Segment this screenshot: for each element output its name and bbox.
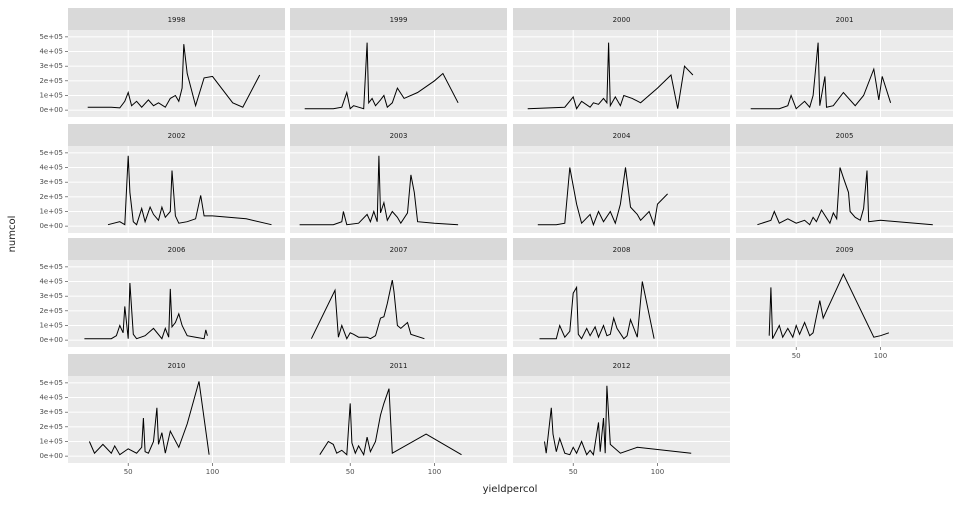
strip bbox=[68, 124, 285, 146]
strip-label: 2008 bbox=[613, 246, 631, 254]
y-tick-label: 2e+05 bbox=[39, 77, 63, 85]
strip bbox=[513, 8, 730, 30]
data-line bbox=[750, 42, 892, 110]
strip bbox=[68, 238, 285, 260]
strip bbox=[290, 354, 507, 376]
data-line bbox=[84, 282, 208, 340]
strip-label: 1998 bbox=[168, 16, 186, 24]
strip bbox=[290, 124, 507, 146]
y-tick-label: 1e+05 bbox=[39, 91, 63, 99]
panel bbox=[68, 30, 285, 117]
y-axis-title: numcol bbox=[7, 216, 18, 253]
strip bbox=[736, 238, 953, 260]
strip-label: 2006 bbox=[168, 246, 186, 254]
strip-label: 2010 bbox=[168, 362, 186, 370]
strip-label: 2000 bbox=[613, 16, 631, 24]
panel bbox=[736, 30, 953, 117]
strip-label: 1999 bbox=[390, 16, 408, 24]
strip-label: 2002 bbox=[168, 132, 186, 140]
data-line bbox=[544, 385, 692, 456]
data-line bbox=[87, 44, 261, 109]
strip bbox=[68, 8, 285, 30]
x-tick-label: 100 bbox=[651, 468, 664, 476]
strip bbox=[290, 238, 507, 260]
strip bbox=[736, 124, 953, 146]
y-tick-label: 0e+00 bbox=[39, 452, 63, 460]
data-line bbox=[527, 42, 694, 110]
x-tick-label: 50 bbox=[569, 468, 578, 476]
strip bbox=[513, 354, 730, 376]
data-line bbox=[319, 388, 462, 457]
y-tick-label: 0e+00 bbox=[39, 336, 63, 344]
y-tick-label: 1e+05 bbox=[39, 321, 63, 329]
strip bbox=[736, 8, 953, 30]
panel bbox=[68, 376, 285, 463]
strip bbox=[290, 8, 507, 30]
y-tick-label: 3e+05 bbox=[39, 178, 63, 186]
y-tick-label: 3e+05 bbox=[39, 62, 63, 70]
x-axis-title: yieldpercol bbox=[483, 484, 538, 495]
x-tick-label: 100 bbox=[428, 468, 441, 476]
data-line bbox=[88, 381, 210, 456]
data-line bbox=[310, 279, 425, 340]
panel bbox=[68, 260, 285, 347]
data-line bbox=[768, 273, 890, 339]
strip bbox=[68, 354, 285, 376]
strip bbox=[513, 238, 730, 260]
y-tick-label: 4e+05 bbox=[39, 278, 63, 286]
data-line bbox=[299, 155, 459, 226]
y-tick-label: 1e+05 bbox=[39, 207, 63, 215]
strip bbox=[513, 124, 730, 146]
strip-label: 2001 bbox=[836, 16, 854, 24]
panel bbox=[290, 30, 507, 117]
strip-label: 2004 bbox=[613, 132, 631, 140]
panel bbox=[290, 260, 507, 347]
y-tick-label: 2e+05 bbox=[39, 193, 63, 201]
y-tick-label: 3e+05 bbox=[39, 292, 63, 300]
y-tick-label: 2e+05 bbox=[39, 307, 63, 315]
strip-label: 2003 bbox=[390, 132, 408, 140]
data-line bbox=[539, 281, 655, 340]
y-tick-label: 3e+05 bbox=[39, 408, 63, 416]
panel bbox=[513, 146, 730, 233]
data-line bbox=[304, 42, 459, 110]
strip-label: 2007 bbox=[390, 246, 408, 254]
y-tick-label: 5e+05 bbox=[39, 379, 63, 387]
y-tick-label: 5e+05 bbox=[39, 33, 63, 41]
y-tick-label: 0e+00 bbox=[39, 106, 63, 114]
x-tick-label: 100 bbox=[874, 352, 887, 360]
y-tick-label: 0e+00 bbox=[39, 222, 63, 230]
y-tick-label: 5e+05 bbox=[39, 149, 63, 157]
strip-label: 2011 bbox=[390, 362, 408, 370]
x-tick-label: 50 bbox=[792, 352, 801, 360]
data-line bbox=[107, 155, 272, 226]
y-tick-label: 1e+05 bbox=[39, 437, 63, 445]
panel bbox=[736, 260, 953, 347]
x-tick-label: 50 bbox=[124, 468, 133, 476]
y-tick-label: 2e+05 bbox=[39, 423, 63, 431]
data-line bbox=[757, 167, 933, 226]
panel bbox=[290, 376, 507, 463]
y-tick-label: 4e+05 bbox=[39, 164, 63, 172]
y-tick-label: 4e+05 bbox=[39, 394, 63, 402]
strip-label: 2012 bbox=[613, 362, 631, 370]
strip-label: 2005 bbox=[836, 132, 854, 140]
y-tick-label: 4e+05 bbox=[39, 48, 63, 56]
x-tick-label: 100 bbox=[206, 468, 219, 476]
panel bbox=[513, 376, 730, 463]
panel bbox=[513, 260, 730, 347]
data-line bbox=[537, 167, 668, 227]
strip-label: 2009 bbox=[836, 246, 854, 254]
x-tick-label: 50 bbox=[346, 468, 355, 476]
panel bbox=[736, 146, 953, 233]
y-tick-label: 5e+05 bbox=[39, 263, 63, 271]
